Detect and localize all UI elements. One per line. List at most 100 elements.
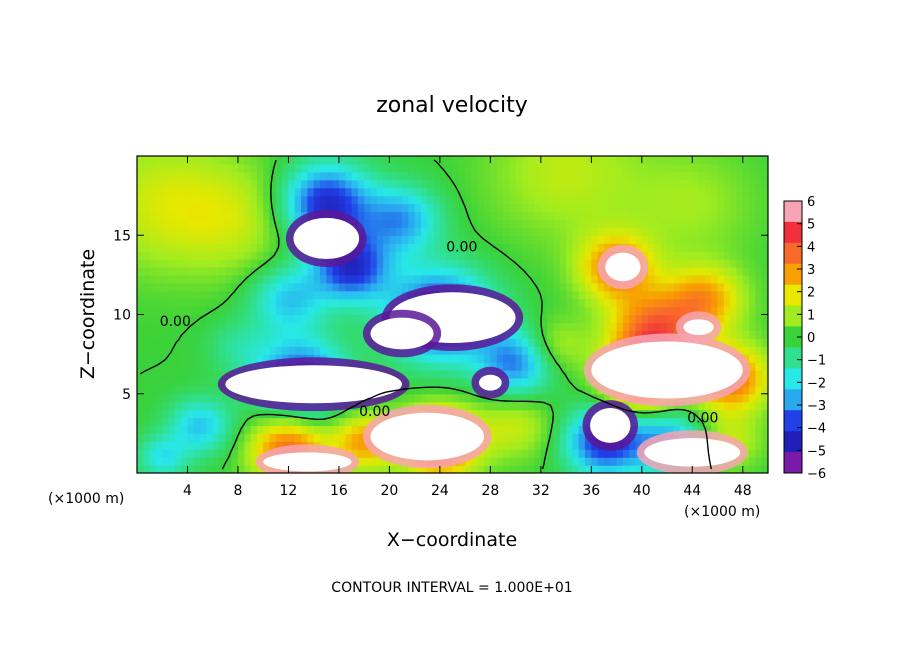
heatmap-cell: [193, 243, 201, 252]
heatmap-cell: [717, 290, 725, 300]
heatmap-cell: [244, 298, 252, 308]
heatmap-cell: [704, 203, 712, 213]
heatmap-cell: [654, 425, 662, 434]
heatmap-cell: [275, 163, 283, 173]
heatmap-cell: [648, 290, 656, 300]
heatmap-cell: [155, 314, 163, 324]
heatmap-cell: [364, 195, 372, 205]
heatmap-cell: [439, 251, 447, 260]
heatmap-cell: [559, 401, 567, 411]
heatmap-cell: [433, 235, 441, 244]
heatmap-cell: [521, 346, 529, 355]
heatmap-cell: [648, 163, 656, 173]
heatmap-cell: [174, 369, 182, 379]
heatmap-cell: [704, 179, 712, 189]
heatmap-cell: [250, 163, 258, 173]
heatmap-cell: [137, 282, 144, 292]
heatmap-cell: [484, 171, 491, 181]
heatmap-cell: [528, 377, 536, 387]
heatmap-cell: [755, 393, 763, 403]
heatmap-cell: [219, 195, 226, 205]
heatmap-cell: [225, 401, 233, 411]
heatmap-cell: [275, 227, 283, 236]
heatmap-cell: [200, 156, 208, 165]
heatmap-cell: [591, 266, 599, 276]
heatmap-cell: [515, 243, 523, 252]
heatmap-cell: [301, 156, 308, 165]
heatmap-cell: [237, 211, 245, 221]
heatmap-cell: [496, 433, 504, 442]
heatmap-cell: [143, 251, 151, 260]
heatmap-cell: [256, 211, 264, 221]
heatmap-cell: [256, 219, 264, 228]
heatmap-cell: [540, 465, 548, 473]
heatmap-cell: [723, 298, 731, 308]
x-tick-label: 20: [380, 483, 398, 499]
heatmap-cell: [635, 156, 643, 165]
heatmap-cell: [490, 156, 498, 165]
heatmap-cell: [698, 219, 706, 228]
heatmap-cell: [749, 425, 756, 434]
heatmap-cell: [237, 449, 245, 458]
heatmap-cell: [635, 187, 643, 197]
heatmap-cell: [225, 227, 233, 236]
heatmap-cell: [755, 219, 763, 228]
heatmap-cell: [490, 425, 498, 434]
heatmap-cell: [332, 322, 340, 331]
heatmap-cell: [572, 274, 580, 284]
heatmap-cell: [231, 203, 239, 213]
heatmap-cell: [553, 346, 561, 355]
heatmap-cell: [654, 251, 662, 260]
heatmap-cell: [193, 298, 201, 308]
heatmap-cell: [168, 266, 176, 276]
heatmap-cell: [755, 425, 763, 434]
heatmap-cell: [244, 338, 252, 347]
heatmap-cell: [736, 274, 744, 284]
heatmap-cell: [427, 235, 435, 244]
heatmap-cell: [742, 243, 750, 252]
heatmap-cell: [723, 306, 731, 316]
heatmap-cell: [742, 377, 750, 387]
heatmap-cell: [244, 211, 252, 221]
heatmap-cell: [244, 195, 252, 205]
heatmap-cell: [761, 314, 768, 324]
heatmap-cell: [395, 227, 403, 236]
heatmap-cell: [465, 393, 473, 403]
heatmap-cell: [376, 211, 384, 221]
heatmap-cell: [351, 417, 359, 427]
heatmap-cell: [509, 187, 517, 197]
heatmap-cell: [515, 369, 523, 379]
heatmap-cell: [301, 417, 308, 427]
heatmap-cell: [641, 433, 649, 442]
heatmap-cell: [206, 449, 214, 458]
heatmap-cell: [319, 425, 327, 434]
heatmap-cell: [553, 330, 561, 339]
heatmap-cell: [155, 163, 163, 173]
heatmap-cell: [654, 156, 662, 165]
heatmap-cell: [282, 266, 290, 276]
heatmap-cell: [351, 211, 359, 221]
heatmap-cell: [749, 203, 756, 213]
heatmap-cell: [711, 235, 719, 244]
heatmap-cell: [402, 274, 409, 284]
heatmap-cell: [711, 179, 719, 189]
heatmap-cell: [294, 274, 302, 284]
heatmap-cell: [263, 290, 271, 300]
y-tick-label: 15: [113, 228, 131, 244]
heatmap-cell: [660, 425, 668, 434]
heatmap-cell: [338, 195, 346, 205]
heatmap-cell: [155, 156, 163, 165]
heatmap-cell: [389, 187, 397, 197]
heatmap-cell: [591, 465, 599, 473]
heatmap-cell: [528, 465, 536, 473]
heatmap-cell: [408, 465, 416, 473]
heatmap-cell: [692, 235, 700, 244]
heatmap-cell: [660, 290, 668, 300]
heatmap-cell: [477, 274, 485, 284]
heatmap-cell: [553, 362, 561, 371]
heatmap-cell: [496, 163, 504, 173]
heatmap-cell: [225, 449, 233, 458]
heatmap-cell: [269, 195, 277, 205]
heatmap-cell: [155, 171, 163, 181]
heatmap-cell: [641, 227, 649, 236]
